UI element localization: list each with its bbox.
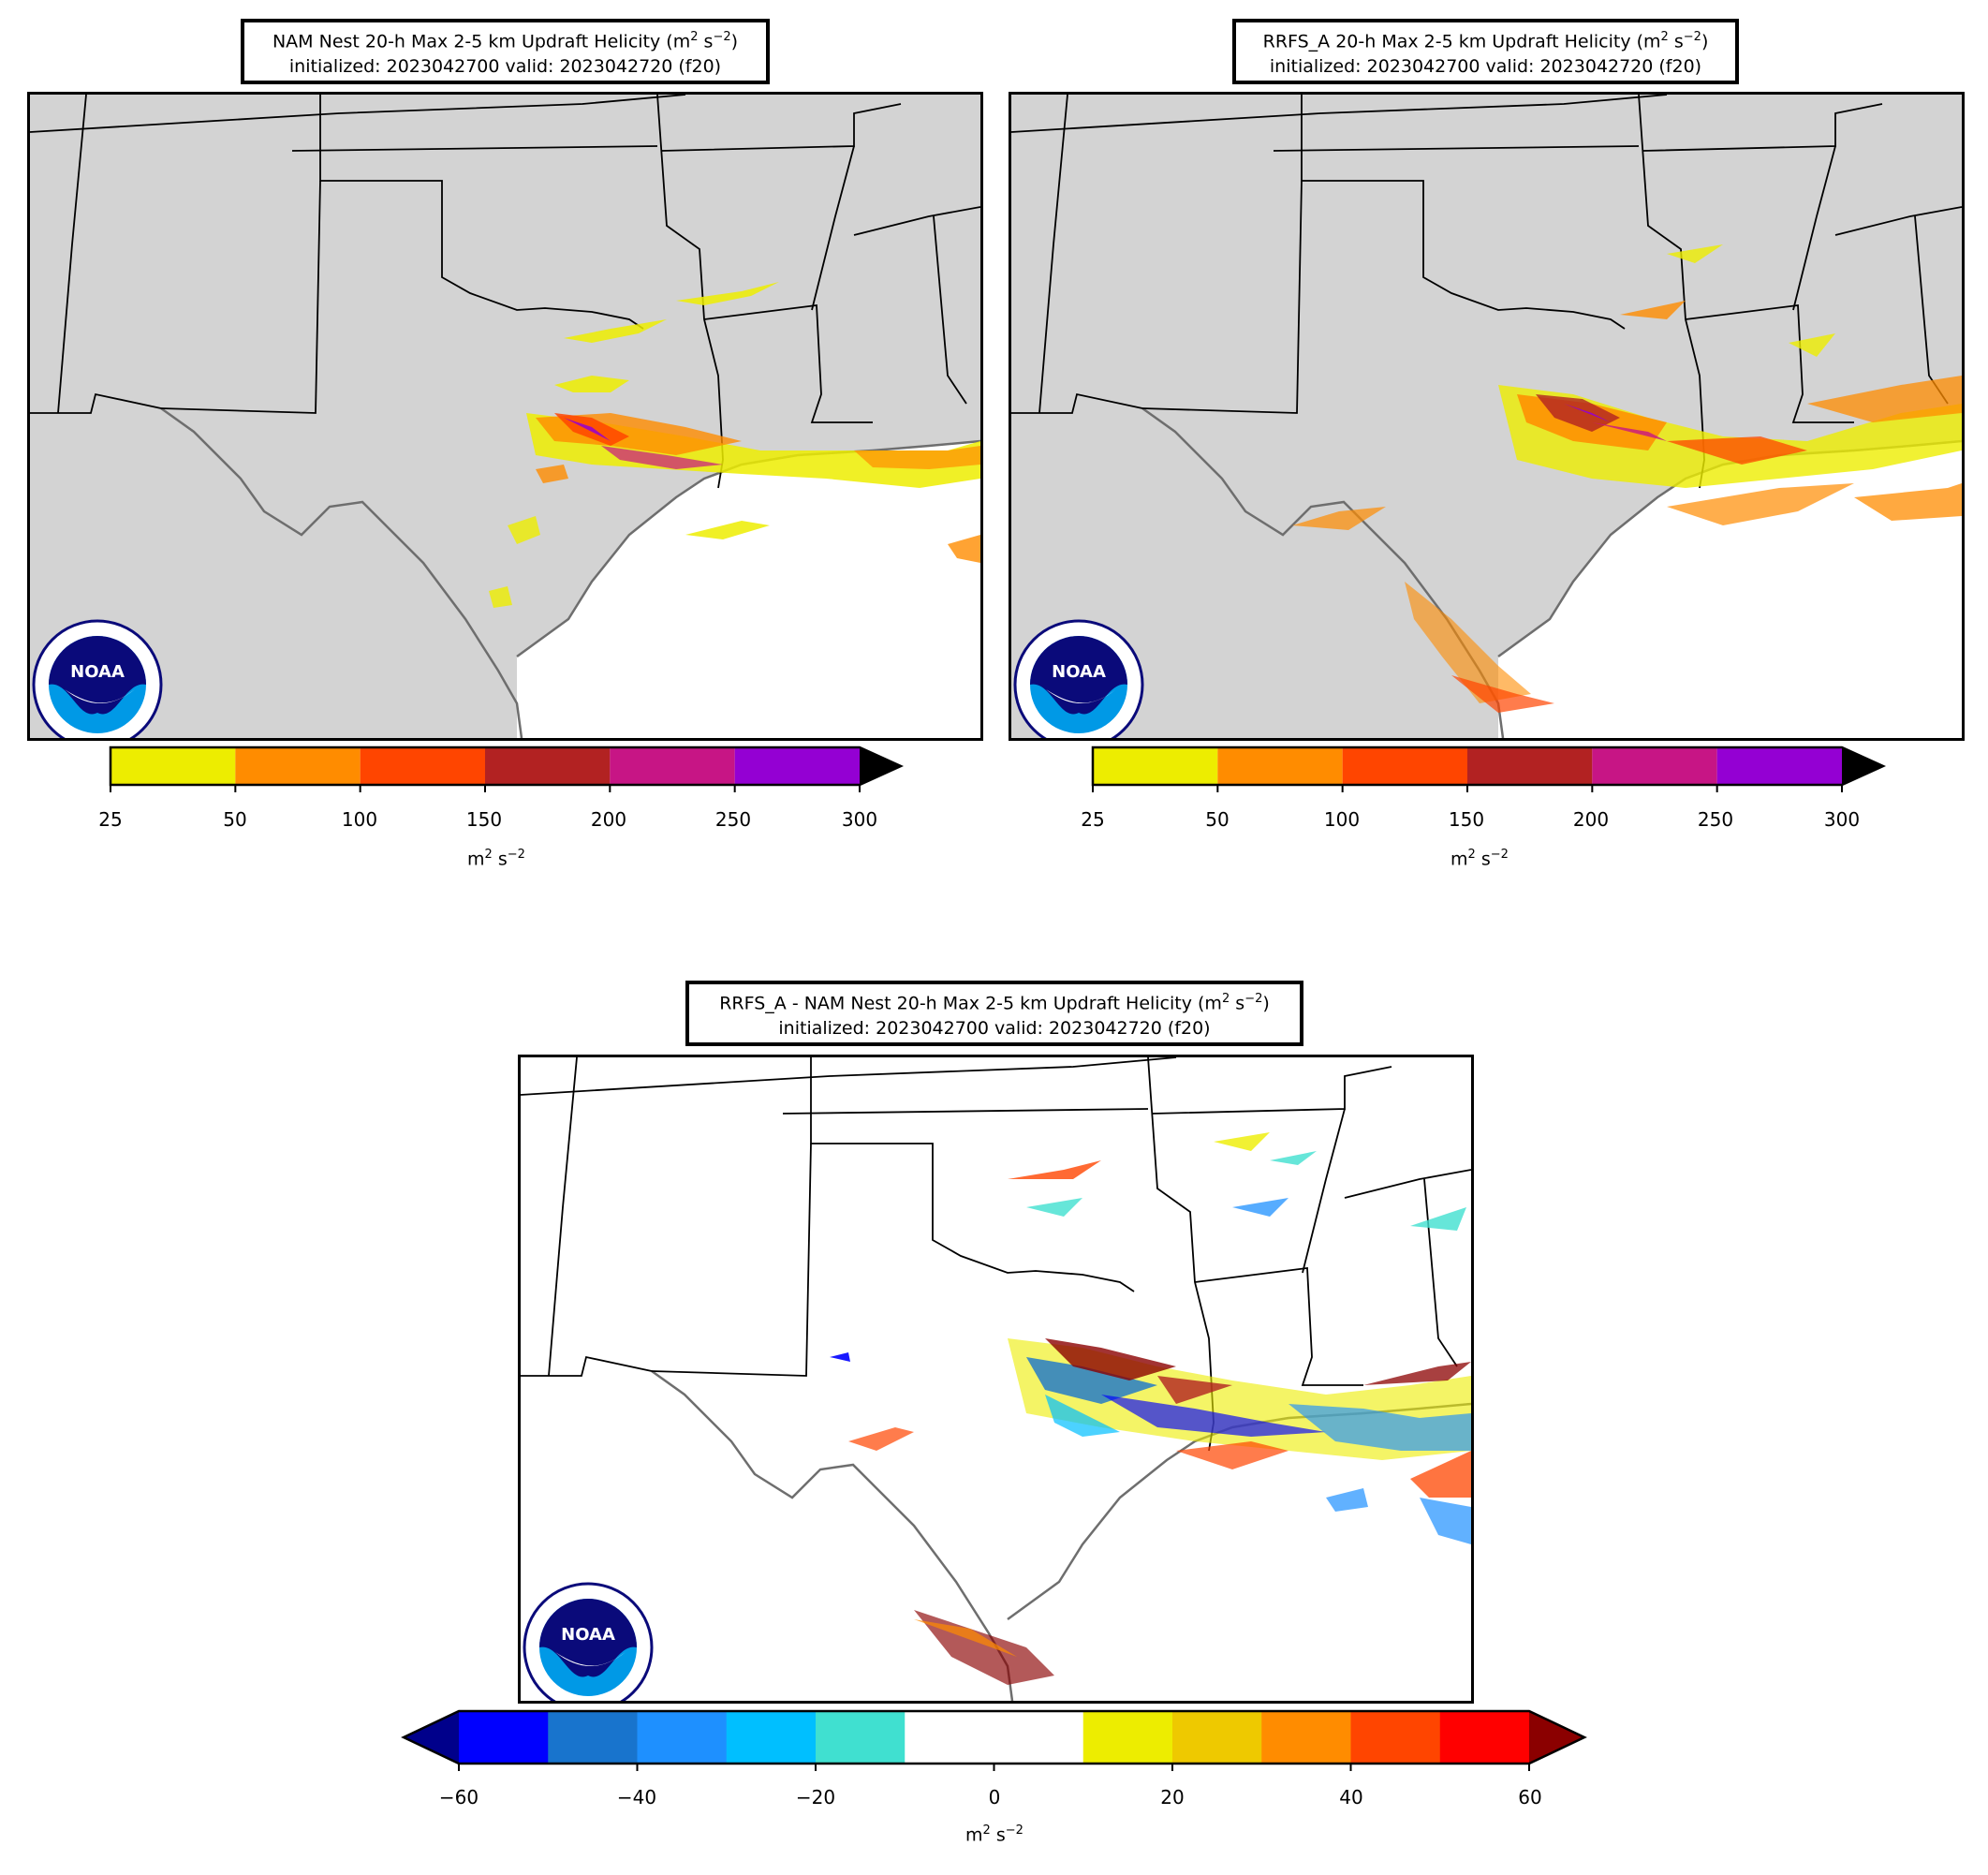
diff-colorbar-units: m2 s−2 (965, 1823, 1023, 1846)
nam-colorbar-swatch-5 (734, 747, 860, 785)
nam-colorbar (109, 746, 905, 792)
diff-colorbar-swatch-0 (459, 1711, 549, 1764)
rrfs-map-svg: NOAA (1011, 95, 1962, 738)
diff-map: NOAA (518, 1055, 1474, 1704)
nam-title: NAM Nest 20-h Max 2-5 km Updraft Helicit… (241, 19, 770, 84)
rrfs-colorbar-swatch-5 (1716, 747, 1842, 785)
nam-init-valid: initialized: 2023042700 valid: 202304272… (288, 56, 722, 78)
nam-colorbar-extend-arrow (860, 747, 901, 785)
diff-colorbar-swatch-10 (1350, 1711, 1441, 1764)
diff-tick-4: 20 (1160, 1786, 1185, 1809)
rrfs-tick-2: 100 (1323, 808, 1361, 831)
diff-colorbar-swatch-2 (637, 1711, 728, 1764)
nam-map: NOAA (27, 92, 983, 741)
rrfs-colorbar-outline (1091, 746, 1887, 787)
nam-colorbar-swatch-1 (235, 747, 361, 785)
rrfs-tick-4: 200 (1572, 808, 1610, 831)
nam-colorbar-swatch-3 (485, 747, 611, 785)
rrfs-tick-6: 300 (1823, 808, 1861, 831)
nam-tick-5: 250 (714, 808, 752, 831)
noaa-logo: NOAA (1013, 619, 1144, 738)
rrfs-tick-3: 150 (1448, 808, 1485, 831)
rrfs-colorbar-extend-arrow (1842, 747, 1883, 785)
rrfs-map: NOAA (1009, 92, 1965, 741)
rrfs-tick-5: 250 (1697, 808, 1734, 831)
nam-colorbar-swatch-4 (610, 747, 735, 785)
diff-colorbar-swatch-5 (905, 1711, 994, 1764)
nam-colorbar-svg (109, 746, 905, 792)
diff-tick-3: 0 (988, 1786, 1001, 1809)
diff-colorbar-low-arrow (404, 1711, 459, 1764)
rrfs-tick-0: 25 (1081, 808, 1105, 831)
rrfs-init-valid: initialized: 2023042700 valid: 202304272… (1269, 56, 1702, 78)
diff-colorbar-swatch-4 (816, 1711, 906, 1764)
diff-colorbar-swatch-6 (994, 1711, 1084, 1764)
diff-title: RRFS_A - NAM Nest 20-h Max 2-5 km Updraf… (685, 981, 1303, 1046)
diff-tick-5: 40 (1339, 1786, 1363, 1809)
nam-colorbar-units: m2 s−2 (467, 848, 525, 870)
rrfs-tick-1: 50 (1205, 808, 1230, 831)
rrfs-colorbar-swatch-1 (1217, 747, 1343, 785)
nam-tick-0: 25 (98, 808, 123, 831)
nam-tick-4: 200 (590, 808, 627, 831)
diff-colorbar-swatch-7 (1082, 1711, 1173, 1764)
diff-colorbar (401, 1709, 1587, 1771)
diff-colorbar-swatch-1 (548, 1711, 638, 1764)
nam-map-svg: NOAA (30, 95, 980, 738)
rrfs-colorbar-svg (1091, 746, 1887, 792)
diff-colorbar-swatch-11 (1439, 1711, 1530, 1764)
nam-colorbar-swatch-2 (360, 747, 485, 785)
rrfs-colorbar-swatch-2 (1342, 747, 1467, 785)
diff-colorbar-swatch-3 (726, 1711, 817, 1764)
nam-tick-1: 50 (223, 808, 247, 831)
nam-colorbar-swatch-0 (110, 747, 236, 785)
diff-map-svg: NOAA (521, 1057, 1471, 1701)
rrfs-colorbar-swatch-0 (1093, 747, 1218, 785)
nam-tick-3: 150 (465, 808, 503, 831)
diff-tick-2: −20 (795, 1786, 836, 1809)
nam-colorbar-outline (109, 746, 905, 787)
rrfs-colorbar-units: m2 s−2 (1451, 848, 1509, 870)
rrfs-colorbar (1091, 746, 1887, 792)
rrfs-colorbar-swatch-3 (1467, 747, 1593, 785)
diff-colorbar-swatch-9 (1261, 1711, 1351, 1764)
diff-tick-0: −60 (438, 1786, 479, 1809)
noaa-logo-text: NOAA (561, 1625, 615, 1645)
rrfs-title: RRFS_A 20-h Max 2-5 km Updraft Helicity … (1232, 19, 1739, 84)
diff-colorbar-high-arrow (1529, 1711, 1584, 1764)
diff-tick-6: 60 (1518, 1786, 1542, 1809)
diff-colorbar-svg (401, 1709, 1587, 1771)
nam-tick-6: 300 (841, 808, 878, 831)
diff-tick-1: −40 (616, 1786, 657, 1809)
noaa-logo-text: NOAA (1052, 662, 1106, 682)
diff-init-valid: initialized: 2023042700 valid: 202304272… (778, 1018, 1211, 1040)
diff-colorbar-swatch-8 (1172, 1711, 1262, 1764)
nam-tick-2: 100 (341, 808, 378, 831)
rrfs-colorbar-swatch-4 (1592, 747, 1717, 785)
noaa-logo: NOAA (523, 1582, 654, 1701)
noaa-logo-text: NOAA (70, 662, 125, 682)
noaa-logo: NOAA (32, 619, 163, 738)
